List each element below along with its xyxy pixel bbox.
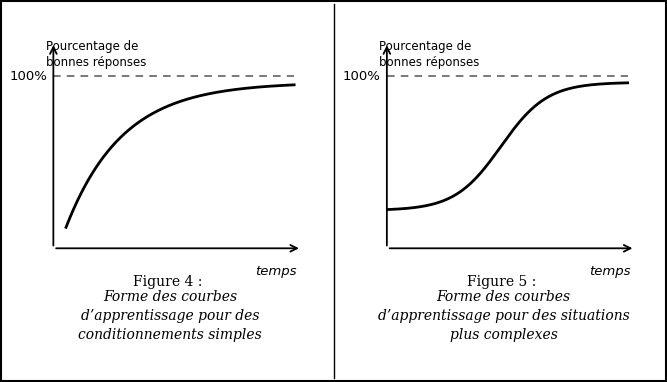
Text: Forme des courbes
d’apprentissage pour des
conditionnements simples: Forme des courbes d’apprentissage pour d… <box>78 290 262 342</box>
Text: Pourcentage de
bonnes réponses: Pourcentage de bonnes réponses <box>46 40 146 69</box>
Text: Figure 5 :: Figure 5 : <box>467 275 540 289</box>
Text: 100%: 100% <box>9 70 47 83</box>
Text: Figure 4 :: Figure 4 : <box>133 275 207 289</box>
Text: temps: temps <box>589 265 630 278</box>
Text: 100%: 100% <box>343 70 380 83</box>
Text: temps: temps <box>255 265 297 278</box>
Text: Pourcentage de
bonnes réponses: Pourcentage de bonnes réponses <box>380 40 480 69</box>
Text: Forme des courbes
d’apprentissage pour des situations
plus complexes: Forme des courbes d’apprentissage pour d… <box>378 290 630 342</box>
